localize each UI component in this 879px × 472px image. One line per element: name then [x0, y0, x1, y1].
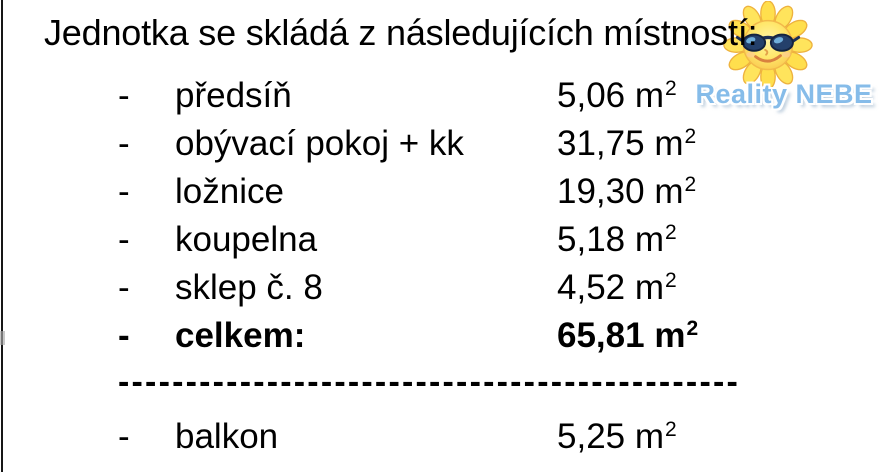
bullet-dash: -: [118, 172, 130, 211]
bullet-dash: -: [118, 316, 130, 355]
total-area-value: 65,81 m2: [557, 316, 699, 355]
area-unit: m: [634, 220, 665, 259]
sun-petals: [723, 1, 813, 90]
room-area-value: 31,75 m2: [557, 124, 697, 163]
area-exponent: 2: [686, 317, 699, 340]
room-label: koupelna: [175, 220, 318, 259]
area-exponent: 2: [665, 221, 677, 244]
area-unit: m: [634, 268, 665, 307]
room-label: sklep č. 8: [175, 268, 323, 307]
bullet-dash: -: [118, 220, 130, 259]
brand-logo: Reality NEBE: [695, 0, 873, 112]
brand-text: Reality NEBE: [695, 79, 873, 109]
dashed-separator: ----------------------------------------…: [118, 363, 741, 401]
total-label: celkem:: [175, 316, 306, 355]
room-label: obývací pokoj + kk: [175, 124, 464, 163]
room-label: ložnice: [175, 172, 284, 211]
room-row-total: - celkem: 65,81 m2: [0, 312, 879, 360]
room-label: předsíň: [175, 76, 292, 115]
room-label: balkon: [175, 417, 279, 456]
bullet-dash: -: [118, 417, 130, 456]
room-area-value: 5,06 m2: [557, 76, 677, 115]
sun-smile: [754, 54, 782, 63]
room-row-loznice: - ložnice 19,30 m2: [0, 168, 879, 216]
bullet-dash: -: [118, 124, 130, 163]
room-row-koupelna: - koupelna 5,18 m2: [0, 216, 879, 264]
area-exponent: 2: [665, 77, 677, 100]
room-area-value: 4,52 m2: [557, 268, 677, 307]
room-area-value: 5,18 m2: [557, 220, 677, 259]
scan-artifact: [0, 331, 5, 345]
area-exponent: 2: [684, 173, 697, 196]
sun-with-sunglasses-icon: [723, 1, 813, 90]
left-border-line: [1, 0, 3, 472]
area-unit: m: [634, 76, 665, 115]
area-unit: m: [654, 124, 684, 163]
bullet-dash: -: [118, 268, 130, 307]
area-exponent: 2: [684, 125, 697, 148]
area-exponent: 2: [665, 418, 677, 441]
page-title: Jednotka se skládá z následujících místn…: [44, 12, 758, 53]
room-area-value: 5,25 m2: [557, 417, 677, 456]
room-row-sklep: - sklep č. 8 4,52 m2: [0, 264, 879, 312]
room-list: - předsíň 5,06 m2 - obývací pokoj + kk 3…: [0, 72, 879, 461]
area-unit: m: [654, 316, 686, 355]
room-row-obyvaci-pokoj: - obývací pokoj + kk 31,75 m2: [0, 120, 879, 168]
area-exponent: 2: [665, 269, 677, 292]
sunglasses: [735, 33, 801, 52]
area-unit: m: [654, 172, 684, 211]
area-unit: m: [634, 417, 665, 456]
room-row-balkon: - balkon 5,25 m2: [0, 413, 879, 461]
room-area-value: 19,30 m2: [557, 172, 697, 211]
bullet-dash: -: [118, 76, 130, 115]
room-row-predsin: - předsíň 5,06 m2: [0, 72, 879, 120]
